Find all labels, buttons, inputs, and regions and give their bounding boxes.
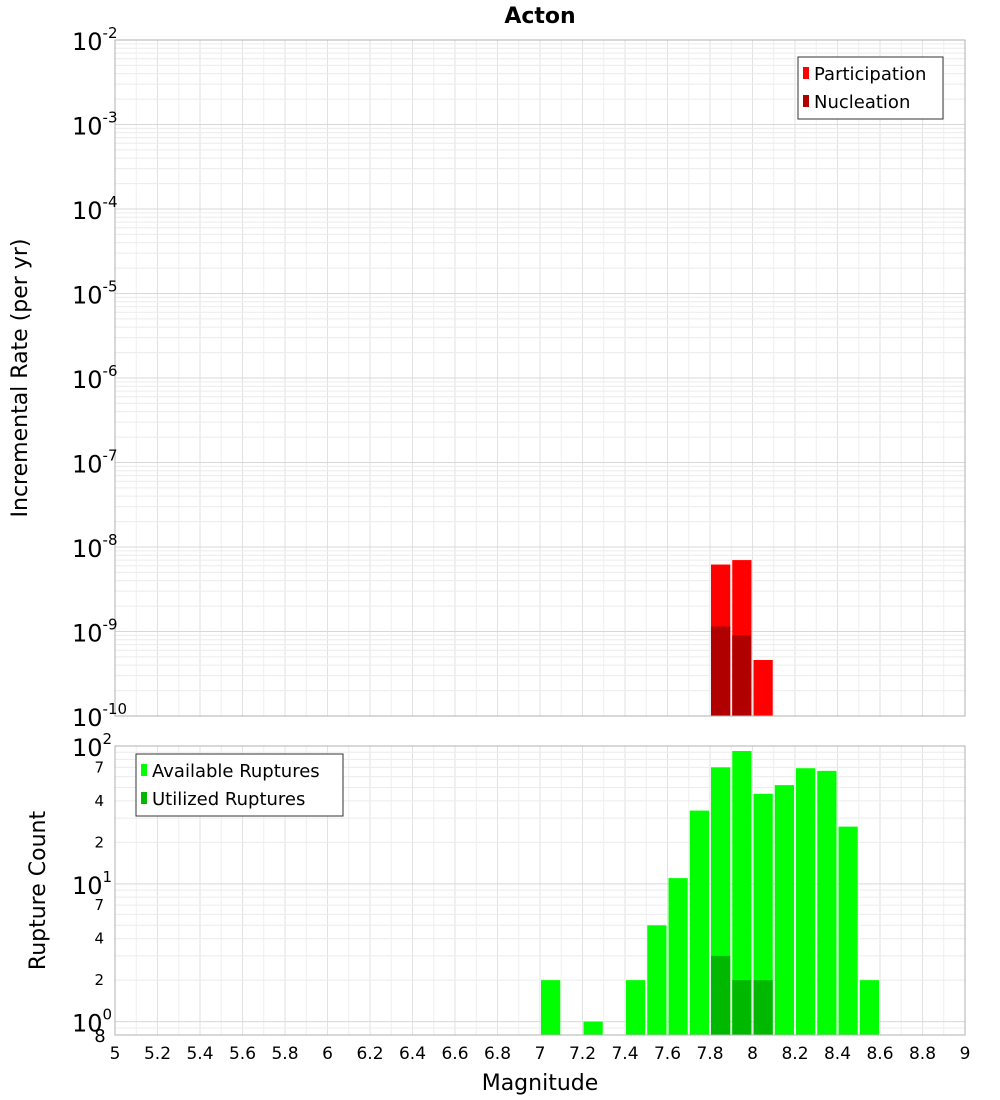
y-minor-tick-label: 7: [94, 896, 104, 914]
y-minor-tick-label: 2: [94, 971, 104, 989]
x-tick-label: 6.8: [484, 1044, 511, 1064]
x-tick-label: 8.4: [824, 1044, 851, 1064]
bar-available-ruptures: [541, 980, 561, 1035]
y-minor-tick-label: 2: [94, 833, 104, 851]
bar-nucleation: [711, 626, 731, 716]
bar-nucleation: [732, 635, 752, 716]
y-axis-label: Rupture Count: [26, 811, 51, 971]
bar-available-ruptures: [774, 785, 794, 1035]
x-tick-label: 8: [747, 1044, 758, 1064]
y-tick-label: 10-3: [72, 109, 118, 141]
count-panel: 100 101 102 8 2 4 7 2 4 7 Rupture Count Available R…: [26, 730, 970, 1096]
legend-box: [797, 56, 944, 120]
x-tick-label: 5: [110, 1044, 121, 1064]
x-tick-label: 7: [535, 1044, 546, 1064]
x-tick-label: 7.4: [611, 1044, 638, 1064]
x-tick-label: 8.6: [866, 1044, 893, 1064]
bar-available-ruptures: [817, 770, 837, 1035]
legend-entry: Utilized Ruptures: [152, 789, 305, 810]
legend-swatch: [803, 67, 809, 79]
x-tick-label: 5.2: [144, 1044, 171, 1064]
x-tick-label: 7.8: [696, 1044, 723, 1064]
y-tick-label: 102: [72, 730, 112, 762]
y-minor-tick-label: 4: [94, 930, 104, 948]
y-tick-label: 10-5: [72, 278, 118, 310]
y-tick-label: 10-7: [72, 447, 118, 479]
y-tick-label: 100: [72, 1006, 112, 1038]
y-tick-label: 10-10: [72, 700, 127, 732]
bar-available-ruptures: [796, 768, 816, 1035]
y-axis-label: Incremental Rate (per yr): [8, 239, 33, 518]
plot-border: [114, 745, 966, 1036]
y-tick-label: 10-4: [72, 193, 118, 225]
x-tick-label: 8.2: [781, 1044, 808, 1064]
y-tick-label: 10-9: [72, 616, 118, 648]
bar-utilized-ruptures: [753, 980, 773, 1035]
plot-border: [114, 39, 966, 717]
legend-entry: Available Ruptures: [152, 761, 320, 782]
legend-box: [135, 753, 344, 817]
bar-available-ruptures: [753, 793, 773, 1035]
bar-available-ruptures: [626, 980, 646, 1035]
legend: Participation Nucleation: [797, 56, 944, 120]
bar-available-ruptures: [859, 980, 879, 1035]
rate-panel: 10-10 10-9 10-8 10-7 10-6 10-5 10-4 10-3 10-2 Inc…: [8, 4, 966, 732]
bar-available-ruptures: [689, 810, 709, 1035]
bar-utilized-ruptures: [732, 980, 752, 1035]
y-minor-tick-label: 4: [94, 792, 104, 810]
x-axis-label: Magnitude: [482, 1071, 599, 1096]
bar-available-ruptures: [668, 878, 688, 1035]
x-tick-label: 5.4: [186, 1044, 213, 1064]
y-tick-label: 101: [72, 868, 112, 900]
bar-available-ruptures: [583, 1021, 603, 1035]
x-tick-label: 6.4: [399, 1044, 426, 1064]
bar-available-ruptures: [647, 925, 667, 1035]
chart-title: Acton: [504, 4, 575, 29]
legend-entry: Nucleation: [814, 92, 910, 113]
legend-entry: Participation: [814, 64, 926, 85]
y-tick-label: 10-6: [72, 362, 118, 394]
x-tick-label: 7.2: [569, 1044, 596, 1064]
x-tick-label: 6.2: [356, 1044, 383, 1064]
legend: Available Ruptures Utilized Ruptures: [135, 753, 344, 817]
y-minor-tick-label: 7: [94, 758, 104, 776]
y-minor-tick-label: 8: [94, 1026, 105, 1047]
y-tick-label: 10-2: [72, 24, 118, 56]
x-tick-label: 9: [960, 1044, 971, 1064]
bar-available-ruptures: [732, 750, 752, 1035]
legend-swatch: [141, 764, 147, 776]
y-tick-label: 10-8: [72, 531, 118, 563]
x-tick-label: 6: [322, 1044, 333, 1064]
legend-swatch: [141, 792, 147, 804]
x-tick-label: 6.6: [441, 1044, 468, 1064]
bar-utilized-ruptures: [711, 955, 731, 1035]
bar-available-ruptures: [838, 826, 858, 1035]
x-tick-label: 7.6: [654, 1044, 681, 1064]
x-tick-label: 5.8: [271, 1044, 298, 1064]
x-tick-label: 8.8: [909, 1044, 936, 1064]
x-tick-label: 5.6: [229, 1044, 256, 1064]
legend-swatch: [803, 95, 809, 107]
bar-participation: [753, 659, 773, 716]
